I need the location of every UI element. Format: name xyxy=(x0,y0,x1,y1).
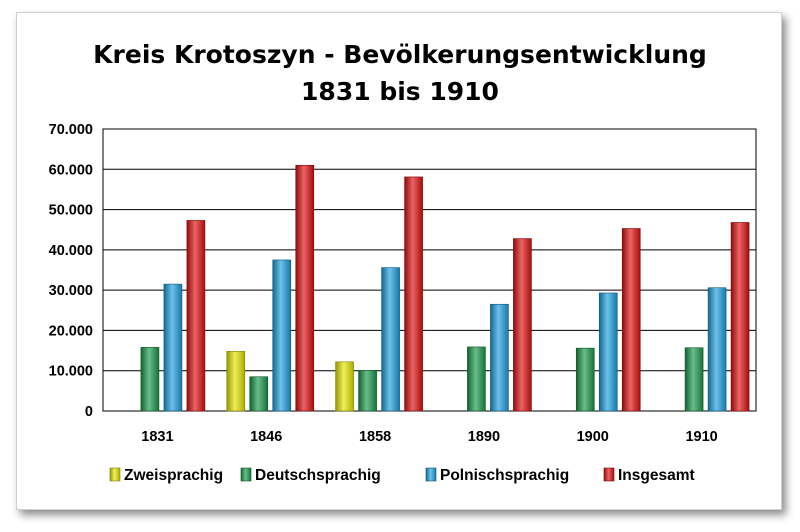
bar-zweisprachig-1846 xyxy=(226,351,246,412)
x-tick-label: 1846 xyxy=(250,429,282,445)
chart-title-line2: 1831 bis 1910 xyxy=(301,77,499,106)
bar-deutschsprachig-1831 xyxy=(140,347,160,412)
bar-insgesamt-1910 xyxy=(730,222,750,412)
y-tick-label: 10.000 xyxy=(49,364,93,380)
y-tick-label: 0 xyxy=(85,404,93,420)
x-tick-label: 1858 xyxy=(359,429,391,445)
bar-deutschsprachig-1890 xyxy=(467,346,486,412)
bar-insgesamt-1858 xyxy=(404,176,423,412)
legend-swatch xyxy=(425,467,437,482)
legend-swatch xyxy=(240,467,252,482)
bar-polnischsprachig-1890 xyxy=(490,303,509,412)
bar-polnischsprachig-1858 xyxy=(381,267,400,412)
gridlines xyxy=(102,128,757,412)
bar-polnischsprachig-1831 xyxy=(163,283,183,412)
bar-polnischsprachig-1900 xyxy=(598,292,618,412)
y-tick-label: 50.000 xyxy=(49,203,93,219)
chart-frame xyxy=(16,12,782,510)
x-tick-label: 1900 xyxy=(577,429,609,445)
y-tick-label: 20.000 xyxy=(49,323,93,339)
legend-label: Deutschsprachig xyxy=(255,467,381,484)
x-axis: 1831 1846 1858 1890 1900 1910 xyxy=(141,429,717,445)
bar-insgesamt-1831 xyxy=(186,220,206,412)
x-tick-label: 1910 xyxy=(685,429,717,445)
y-tick-label: 70.000 xyxy=(49,122,93,138)
bar-deutschsprachig-1846 xyxy=(249,376,269,412)
bar-deutschsprachig-1900 xyxy=(575,347,595,412)
legend-swatch xyxy=(603,467,615,482)
legend-label: Polnischsprachig xyxy=(440,467,569,484)
legend-swatch xyxy=(109,467,121,482)
y-axis: 0 10.000 20.000 30.000 40.000 50.000 60.000 70.… xyxy=(49,122,93,420)
legend-label: Insgesamt xyxy=(618,467,695,484)
y-tick-label: 30.000 xyxy=(49,283,93,299)
x-tick-label: 1890 xyxy=(468,429,500,445)
bar-zweisprachig-1858 xyxy=(335,361,354,412)
y-tick-label: 60.000 xyxy=(49,162,93,178)
x-tick-label: 1831 xyxy=(141,429,173,445)
chart-title-line1: Kreis Krotoszyn - Bevölkerungsentwicklun… xyxy=(93,40,707,69)
bar-insgesamt-1900 xyxy=(621,228,641,412)
bar-polnischsprachig-1910 xyxy=(707,287,727,412)
legend: Zweisprachig Deutschsprachig Polnischsprac… xyxy=(109,467,695,484)
bar-polnischsprachig-1846 xyxy=(272,259,292,412)
bar-deutschsprachig-1858 xyxy=(358,370,377,412)
bar-insgesamt-1890 xyxy=(513,238,532,412)
bar-deutschsprachig-1910 xyxy=(684,347,704,412)
plot-area-border xyxy=(102,128,757,412)
y-tick-label: 40.000 xyxy=(49,243,93,259)
bar-insgesamt-1846 xyxy=(295,164,315,412)
bars xyxy=(140,164,750,412)
legend-label: Zweisprachig xyxy=(124,467,223,484)
